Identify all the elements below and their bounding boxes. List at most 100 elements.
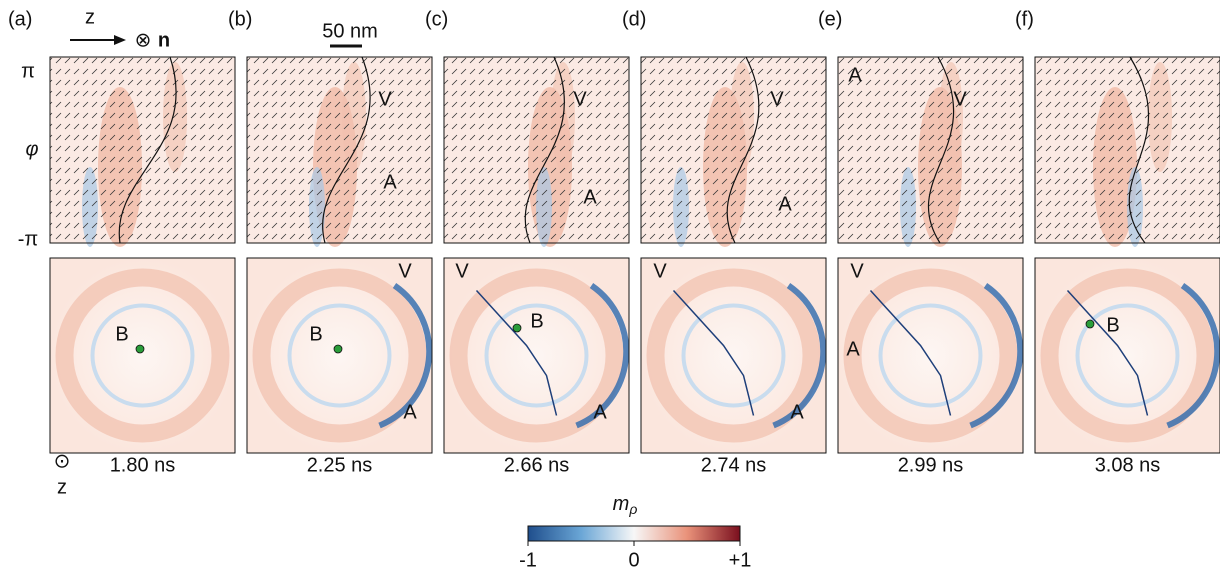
time-label: 1.80 ns [110, 454, 176, 476]
inner-ring [484, 303, 589, 408]
string [475, 289, 558, 416]
bottom-panel-frame [443, 257, 630, 454]
blue-arc [1166, 283, 1220, 429]
colorbar-label-sub: ρ [628, 501, 637, 517]
point-label: V [953, 88, 967, 110]
bottom-panel-frame [49, 257, 236, 454]
top-panel-frame [837, 56, 1024, 244]
arrow-field [641, 57, 826, 243]
point-label: A [846, 338, 860, 360]
top-panel-frame [1034, 56, 1220, 244]
point-b [333, 344, 343, 354]
colorbar [527, 525, 741, 542]
point-b [135, 344, 145, 354]
phi-max: π [21, 60, 35, 82]
outer-ring [55, 268, 230, 443]
domain-wall [322, 56, 371, 244]
panel-label: (b) [228, 8, 252, 30]
domain-wall [524, 56, 565, 244]
point-label: A [383, 171, 397, 193]
outer-ring [449, 268, 624, 443]
panel-label: (a) [8, 8, 32, 30]
outer-ring [646, 268, 821, 443]
arrow-head [114, 35, 126, 45]
top-panel-frame [640, 56, 827, 244]
phi-min: -π [18, 228, 38, 250]
blue-arc [378, 283, 433, 429]
phi-label: φ [25, 138, 38, 160]
arrow-field [838, 57, 1023, 243]
out-of-plane-label: z [57, 476, 67, 498]
domain-wall [726, 56, 760, 244]
bottom-panel-frame [640, 257, 827, 454]
time-label: 2.25 ns [307, 454, 373, 476]
bottom-panel-bg [641, 258, 826, 453]
point-label: A [583, 186, 597, 208]
blue-arc [772, 283, 827, 429]
arrow-field [247, 57, 432, 243]
string [672, 289, 755, 416]
point-b [512, 323, 522, 333]
panel-label: (f) [1015, 8, 1034, 30]
colorbar-label-main: m [613, 493, 630, 515]
time-label: 2.66 ns [504, 454, 570, 476]
point-label: B [309, 323, 322, 345]
colorbar-label: mρ [613, 493, 638, 516]
bottom-panel-bg [1035, 258, 1220, 453]
point-label: A [790, 401, 804, 423]
point-label: A [593, 401, 607, 423]
bottom-panel-bg [838, 258, 1023, 453]
outer-ring [843, 268, 1018, 443]
direction-label: z [85, 6, 95, 28]
domain-wall [118, 56, 177, 244]
colorbar-tick-label: 0 [628, 549, 639, 571]
time-label: 2.99 ns [898, 454, 964, 476]
top-panel-frame [443, 56, 630, 244]
arrow-field [444, 57, 629, 243]
point-label: V [378, 88, 392, 110]
blue-arc [575, 283, 630, 429]
bottom-panel-frame [246, 257, 433, 454]
point-label: V [653, 260, 667, 282]
arrow-field [50, 57, 235, 243]
panel-label: (d) [622, 8, 646, 30]
point-label: V [770, 88, 784, 110]
scale-bar-label: 50 nm [322, 20, 378, 42]
inner-ring [681, 303, 786, 408]
bottom-panel-frame [1034, 257, 1220, 454]
point-label: B [1106, 314, 1119, 336]
bottom-panel-frame [837, 257, 1024, 454]
point-label: V [398, 260, 412, 282]
point-label: A [848, 64, 862, 86]
top-panel-frame [246, 56, 433, 244]
inner-ring [90, 303, 195, 408]
normal-label: n [158, 29, 170, 51]
top-panel-frame [49, 56, 236, 244]
point-label: B [530, 310, 543, 332]
point-label: A [778, 193, 792, 215]
bottom-panel-bg [247, 258, 432, 453]
point-label: A [403, 401, 417, 423]
time-label: 2.74 ns [701, 454, 767, 476]
point-label: V [573, 88, 587, 110]
domain-wall [1128, 56, 1150, 244]
outer-ring [1040, 268, 1215, 443]
outer-ring [252, 268, 427, 443]
string [869, 289, 952, 416]
inner-ring [287, 303, 392, 408]
inner-ring [1075, 303, 1180, 408]
time-label: 3.08 ns [1095, 454, 1161, 476]
bottom-panel-bg [444, 258, 629, 453]
out-of-plane-symbol: ⊙ [54, 450, 71, 472]
colorbar-tick-label: +1 [729, 549, 752, 571]
panel-label: (c) [425, 8, 448, 30]
point-label: B [115, 323, 128, 345]
inner-ring [878, 303, 983, 408]
arrow-field [1035, 57, 1220, 243]
bottom-panel-bg [50, 258, 235, 453]
colorbar-tick-label: -1 [519, 549, 537, 571]
point-b [1085, 319, 1095, 329]
point-label: V [455, 260, 469, 282]
blue-arc [969, 283, 1024, 429]
